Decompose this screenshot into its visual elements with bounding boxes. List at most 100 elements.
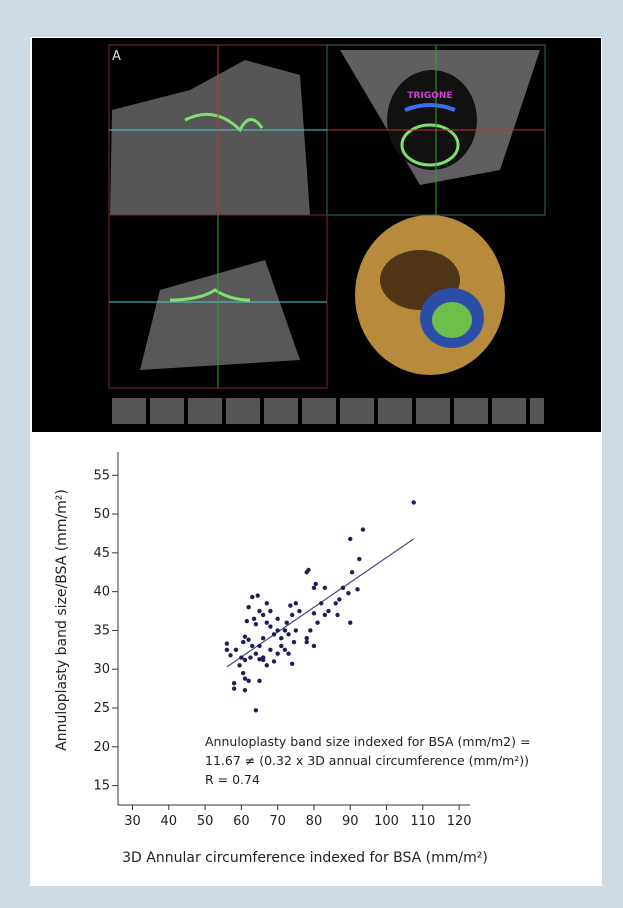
x-tick-label: 70 xyxy=(269,814,286,829)
point xyxy=(340,585,346,590)
point xyxy=(239,655,244,660)
point xyxy=(242,634,248,639)
point xyxy=(253,651,259,656)
point xyxy=(257,608,262,614)
point xyxy=(244,618,250,624)
point xyxy=(257,656,262,662)
point xyxy=(319,601,324,606)
point xyxy=(284,620,289,625)
image-annotation: TRIGONE xyxy=(407,91,452,101)
point xyxy=(250,643,255,649)
point xyxy=(304,639,309,645)
point xyxy=(293,628,299,633)
y-tick-label: 50 xyxy=(93,507,110,522)
point xyxy=(275,616,280,622)
point xyxy=(237,663,242,668)
point xyxy=(313,581,318,587)
point xyxy=(264,620,269,625)
point xyxy=(240,639,246,645)
point xyxy=(311,611,317,616)
x-tick-label: 50 xyxy=(197,814,214,829)
point xyxy=(322,585,328,590)
x-tick-label: 40 xyxy=(161,814,178,829)
point xyxy=(233,647,239,653)
y-tick-label: 35 xyxy=(93,623,110,638)
point xyxy=(246,604,251,610)
point xyxy=(260,635,266,641)
point xyxy=(308,628,313,633)
point xyxy=(304,635,309,641)
point xyxy=(231,686,237,691)
point xyxy=(279,643,284,649)
point xyxy=(289,661,295,666)
point xyxy=(271,632,277,637)
panel-label: A xyxy=(112,49,121,64)
x-tick-label: 120 xyxy=(447,814,472,829)
point xyxy=(242,657,248,663)
point xyxy=(315,620,320,625)
point xyxy=(253,622,259,627)
point xyxy=(271,659,277,664)
y-axis-label: Annuloplasty band size/BSA (mm/m²) xyxy=(54,489,70,751)
point xyxy=(337,597,342,602)
annotation: 11.67 ≠ (0.32 x 3D annual circumference … xyxy=(205,753,529,768)
point xyxy=(231,680,237,686)
point xyxy=(268,608,273,614)
point xyxy=(253,708,259,713)
point xyxy=(293,601,299,606)
point xyxy=(289,612,295,618)
point xyxy=(257,678,262,684)
point xyxy=(357,556,362,562)
point xyxy=(335,612,340,618)
point xyxy=(268,647,273,653)
point xyxy=(297,608,302,614)
annotation: R = 0.74 xyxy=(205,772,260,787)
point xyxy=(224,641,230,646)
y-tick-label: 55 xyxy=(93,468,110,483)
point xyxy=(257,643,262,649)
point xyxy=(279,635,284,641)
point xyxy=(349,570,355,575)
point xyxy=(275,628,280,633)
point xyxy=(228,653,233,658)
point xyxy=(275,651,280,656)
annotation: Annuloplasty band size indexed for BSA (… xyxy=(205,734,530,749)
point xyxy=(286,632,291,637)
point xyxy=(264,663,269,668)
point xyxy=(248,655,253,660)
y-tick-label: 30 xyxy=(93,662,110,677)
point xyxy=(246,637,251,642)
point xyxy=(333,601,338,606)
point xyxy=(291,639,297,645)
ultrasound-image: A TRIGONE xyxy=(32,38,601,432)
point xyxy=(311,585,317,590)
point xyxy=(304,570,309,575)
point xyxy=(348,536,353,542)
point xyxy=(411,500,416,505)
point xyxy=(250,594,255,600)
point xyxy=(346,591,351,596)
x-tick-label: 100 xyxy=(374,814,399,829)
point xyxy=(251,616,257,622)
point xyxy=(282,628,288,633)
y-tick-label: 15 xyxy=(93,779,110,794)
point xyxy=(242,687,248,693)
point xyxy=(240,670,246,676)
point xyxy=(288,603,293,608)
point xyxy=(286,651,291,656)
point xyxy=(326,608,331,614)
scatter-chart: Annuloplasty band size/BSA (mm/m²) 3D An… xyxy=(54,452,530,866)
y-tick-label: 20 xyxy=(93,740,110,755)
x-tick-label: 110 xyxy=(410,814,435,829)
y-tick-label: 25 xyxy=(93,701,110,716)
point xyxy=(264,601,269,606)
x-tick-label: 90 xyxy=(342,814,359,829)
x-tick-label: 60 xyxy=(233,814,250,829)
x-tick-label: 80 xyxy=(306,814,323,829)
y-tick-label: 45 xyxy=(93,546,110,561)
point xyxy=(282,647,288,653)
point xyxy=(355,587,360,592)
point xyxy=(268,624,273,629)
